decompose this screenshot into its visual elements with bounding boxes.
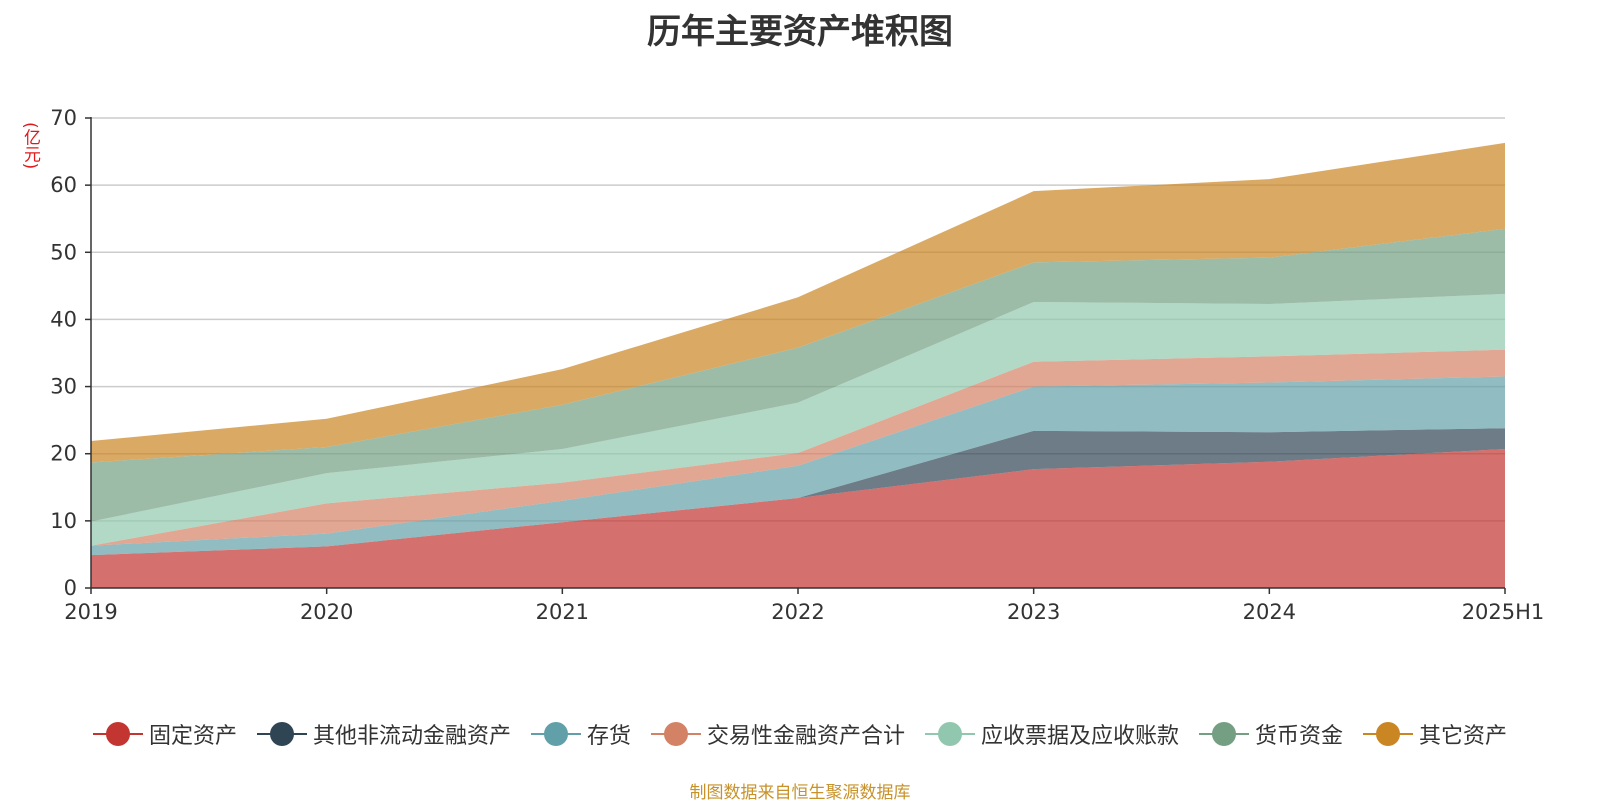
legend-dot-icon bbox=[938, 722, 962, 746]
legend-item[interactable]: 应收票据及应收账款 bbox=[925, 718, 1179, 750]
x-tick-label: 2020 bbox=[300, 600, 353, 624]
x-tick-label: 2023 bbox=[1007, 600, 1060, 624]
legend-label: 其他非流动金融资产 bbox=[313, 718, 511, 750]
legend-item[interactable]: 货币资金 bbox=[1199, 718, 1343, 750]
legend-marker-icon bbox=[925, 722, 975, 746]
x-tick-label: 2025H1 bbox=[1462, 600, 1545, 624]
legend-marker-icon bbox=[1199, 722, 1249, 746]
area-series bbox=[91, 143, 1505, 588]
legend-item[interactable]: 其它资产 bbox=[1363, 718, 1507, 750]
legend-dot-icon bbox=[544, 722, 568, 746]
x-tick-label: 2021 bbox=[536, 600, 589, 624]
legend-dot-icon bbox=[106, 722, 130, 746]
y-tick-label: 60 bbox=[50, 173, 77, 197]
legend-marker-icon bbox=[1363, 722, 1413, 746]
legend-item[interactable]: 其他非流动金融资产 bbox=[257, 718, 511, 750]
x-tick-label: 2022 bbox=[771, 600, 824, 624]
source-note: 制图数据来自恒生聚源数据库 bbox=[0, 778, 1600, 803]
legend-marker-icon bbox=[651, 722, 701, 746]
y-tick-label: 70 bbox=[50, 106, 77, 130]
legend-dot-icon bbox=[270, 722, 294, 746]
legend-item[interactable]: 交易性金融资产合计 bbox=[651, 718, 905, 750]
legend-label: 交易性金融资产合计 bbox=[707, 718, 905, 750]
y-tick-label: 20 bbox=[50, 442, 77, 466]
stacked-area-chart: 0 10 20 30 40 50 60 70 2019 2020 2021 2022 2023 2024 2… bbox=[0, 0, 1600, 700]
legend-marker-icon bbox=[531, 722, 581, 746]
y-tick-label: 30 bbox=[50, 375, 77, 399]
y-tick-label: 0 bbox=[64, 576, 77, 600]
legend-dot-icon bbox=[1212, 722, 1236, 746]
y-tick-label: 50 bbox=[50, 240, 77, 264]
legend-label: 固定资产 bbox=[149, 718, 237, 750]
x-tick-label: 2019 bbox=[64, 600, 117, 624]
legend-marker-icon bbox=[93, 722, 143, 746]
x-tick-label: 2024 bbox=[1243, 600, 1296, 624]
legend-item[interactable]: 存货 bbox=[531, 718, 631, 750]
legend-label: 其它资产 bbox=[1419, 718, 1507, 750]
y-tick-label: 10 bbox=[50, 509, 77, 533]
legend-label: 应收票据及应收账款 bbox=[981, 718, 1179, 750]
y-tick-label: 40 bbox=[50, 307, 77, 331]
legend-dot-icon bbox=[1376, 722, 1400, 746]
legend-item[interactable]: 固定资产 bbox=[93, 718, 237, 750]
legend-label: 存货 bbox=[587, 718, 631, 750]
legend-marker-icon bbox=[257, 722, 307, 746]
legend: 固定资产 其他非流动金融资产 存货 交易性金融资产合计 应收票据及应收账款 货币资金 其它资… bbox=[0, 714, 1600, 754]
legend-label: 货币资金 bbox=[1255, 718, 1343, 750]
legend-dot-icon bbox=[664, 722, 688, 746]
